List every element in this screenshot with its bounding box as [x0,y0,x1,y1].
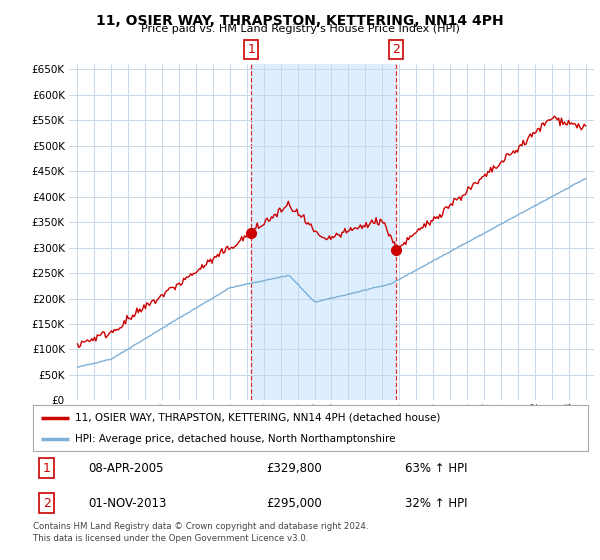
Text: £295,000: £295,000 [266,497,322,510]
Text: Price paid vs. HM Land Registry's House Price Index (HPI): Price paid vs. HM Land Registry's House … [140,24,460,34]
Text: 11, OSIER WAY, THRAPSTON, KETTERING, NN14 4PH: 11, OSIER WAY, THRAPSTON, KETTERING, NN1… [96,14,504,28]
Text: 2: 2 [43,497,51,510]
Text: HPI: Average price, detached house, North Northamptonshire: HPI: Average price, detached house, Nort… [74,435,395,444]
Text: Contains HM Land Registry data © Crown copyright and database right 2024.
This d: Contains HM Land Registry data © Crown c… [33,522,368,543]
Text: £329,800: £329,800 [266,462,322,475]
Text: 1: 1 [43,462,51,475]
Text: 01-NOV-2013: 01-NOV-2013 [89,497,167,510]
Text: 1: 1 [247,43,256,56]
Bar [251,64,397,400]
Text: 32% ↑ HPI: 32% ↑ HPI [405,497,467,510]
Text: 11, OSIER WAY, THRAPSTON, KETTERING, NN14 4PH (detached house): 11, OSIER WAY, THRAPSTON, KETTERING, NN1… [74,413,440,423]
Text: 2: 2 [392,43,400,56]
Text: 08-APR-2005: 08-APR-2005 [89,462,164,475]
Text: 63% ↑ HPI: 63% ↑ HPI [405,462,467,475]
